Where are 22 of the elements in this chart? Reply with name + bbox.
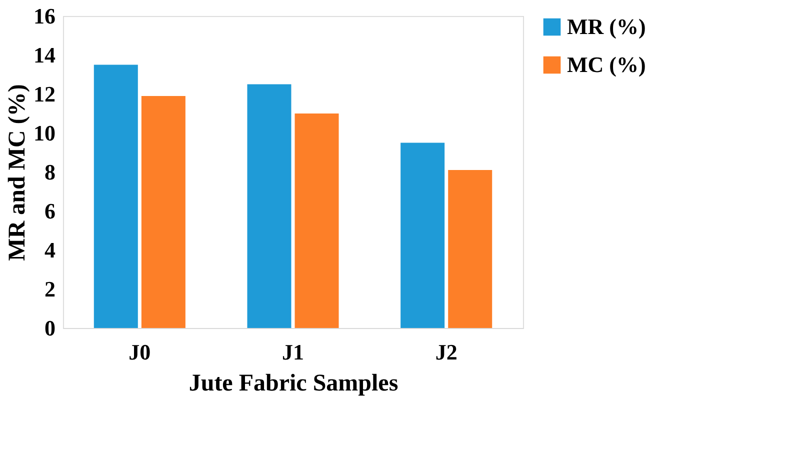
x-tick-label: J2 xyxy=(435,340,458,364)
legend-label: MC (%) xyxy=(567,52,646,77)
y-tick-label: 8 xyxy=(44,160,56,184)
x-tick-label: J0 xyxy=(128,340,151,364)
y-axis-title: MR and MC (%) xyxy=(4,84,30,261)
x-axis-title: Jute Fabric Samples xyxy=(188,370,398,396)
legend-label: MR (%) xyxy=(567,14,646,39)
bar xyxy=(448,170,492,328)
y-tick-label: 4 xyxy=(44,238,56,262)
bar xyxy=(294,114,339,328)
bar xyxy=(94,64,138,328)
y-tick-label: 16 xyxy=(34,4,56,28)
y-tick-label: 10 xyxy=(34,120,56,146)
bar xyxy=(141,96,186,328)
y-tick-label: 0 xyxy=(44,316,56,340)
y-tick-label: 12 xyxy=(34,82,56,106)
bar xyxy=(400,142,445,328)
bar xyxy=(247,84,292,328)
x-tick-label: J1 xyxy=(282,340,304,364)
y-tick-label: 6 xyxy=(44,198,56,224)
y-tick-label: 2 xyxy=(44,276,56,302)
y-tick-label: 14 xyxy=(34,42,56,68)
